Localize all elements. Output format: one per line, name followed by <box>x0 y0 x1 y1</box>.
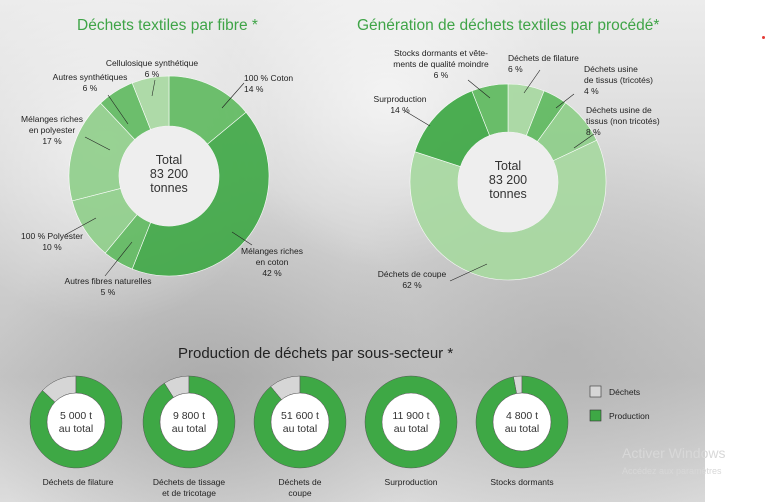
watermark-text: Activer Windows <box>622 445 726 461</box>
fiber-center-text: 83 200 <box>150 167 188 181</box>
process-leader-line <box>404 110 431 127</box>
fiber-slice-label: Cellulosique synthétique 6 % <box>106 58 198 79</box>
legend-production-swatch <box>589 409 602 422</box>
fiber-leader-line <box>151 79 156 97</box>
process-slice-label: Déchets de filature 6 % <box>508 53 579 74</box>
process-donut-hole <box>458 132 558 232</box>
subsector-name-label: Déchets de coupe <box>279 477 322 498</box>
chart-title-subsector: Production de déchets par sous-secteur * <box>178 345 454 362</box>
subsector-total-text: au total <box>505 423 539 435</box>
subsector-total-text: au total <box>172 423 206 435</box>
process-slice-label: Déchets usine de tissus (tricotés) 4 % <box>584 64 653 96</box>
subsector-hole <box>381 392 441 452</box>
process-center-text: tonnes <box>489 187 527 201</box>
legend-waste-swatch <box>589 385 602 398</box>
subsector-total-text: 11 900 t <box>392 410 429 422</box>
subsector-total-text: au total <box>283 423 317 435</box>
fiber-slice-label: Autres synthétiques 6 % <box>53 72 128 93</box>
fiber-leader-line <box>231 231 253 246</box>
chart-title-process: Génération de déchets textiles par procé… <box>357 17 660 34</box>
fiber-donut-hole <box>119 126 219 226</box>
legend-waste-label: Déchets <box>609 387 640 397</box>
process-leader-line <box>523 69 541 94</box>
watermark-subtext: Accédez aux paramètres <box>622 466 722 476</box>
fiber-slice-label: 100 % Polyester 10 % <box>21 231 83 252</box>
subsector-total-text: 4 800 t <box>506 410 538 422</box>
process-leader-line <box>467 79 491 99</box>
process-slice-label: Stocks dormants et vête-ments de qualité… <box>393 48 489 80</box>
fiber-slice-label: 100 % Coton 14 % <box>244 73 293 94</box>
process-slice-label: Déchets de coupe 62 % <box>378 269 447 290</box>
right-margin <box>705 0 768 502</box>
fiber-leader-line <box>104 241 133 277</box>
process-center-text: Total <box>495 159 521 173</box>
fiber-center-text: tonnes <box>150 181 188 195</box>
subsector-hole <box>159 392 219 452</box>
subsector-hole <box>46 392 106 452</box>
subsector-production-arc <box>365 376 457 468</box>
subsector-total-text: 9 800 t <box>173 410 205 422</box>
chart-title-fiber: Déchets textiles par fibre * <box>77 17 258 34</box>
process-slice-label: Surproduction 14 % <box>374 94 427 115</box>
subsector-name-label: Stocks dormants <box>490 477 553 487</box>
subsector-name-label: Surproduction <box>385 477 438 487</box>
process-leader-line <box>555 93 575 109</box>
fiber-slice-label: Autres fibres naturelles 5 % <box>65 276 152 297</box>
fiber-slice-label: Mélanges riches en polyester 17 % <box>21 114 83 146</box>
subsector-hole <box>492 392 552 452</box>
subsector-total-text: 51 600 t <box>281 410 319 422</box>
subsector-name-label: Déchets de tissage et de tricotage <box>153 477 226 498</box>
subsector-hole <box>270 392 330 452</box>
subsector-total-text: au total <box>394 423 428 435</box>
legend-production-label: Production <box>609 411 650 421</box>
fiber-leader-line <box>107 94 129 125</box>
process-leader-line <box>573 133 595 149</box>
subsector-total-text: au total <box>59 423 93 435</box>
fiber-slice-label: Mélanges riches en coton 42 % <box>241 246 303 278</box>
red-marker <box>762 36 765 39</box>
subsector-name-label: Déchets de filature <box>43 477 114 487</box>
fiber-center-text: Total <box>156 153 182 167</box>
process-leader-line <box>449 263 488 282</box>
process-center-text: 83 200 <box>489 173 527 187</box>
process-slice-label: Déchets usine de tissus (non tricotés) 8 % <box>586 105 660 137</box>
subsector-total-text: 5 000 t <box>60 410 92 422</box>
fiber-leader-line <box>221 82 245 109</box>
fiber-leader-line <box>84 136 111 151</box>
subsector-outline <box>364 375 458 469</box>
fiber-leader-line <box>64 217 97 236</box>
